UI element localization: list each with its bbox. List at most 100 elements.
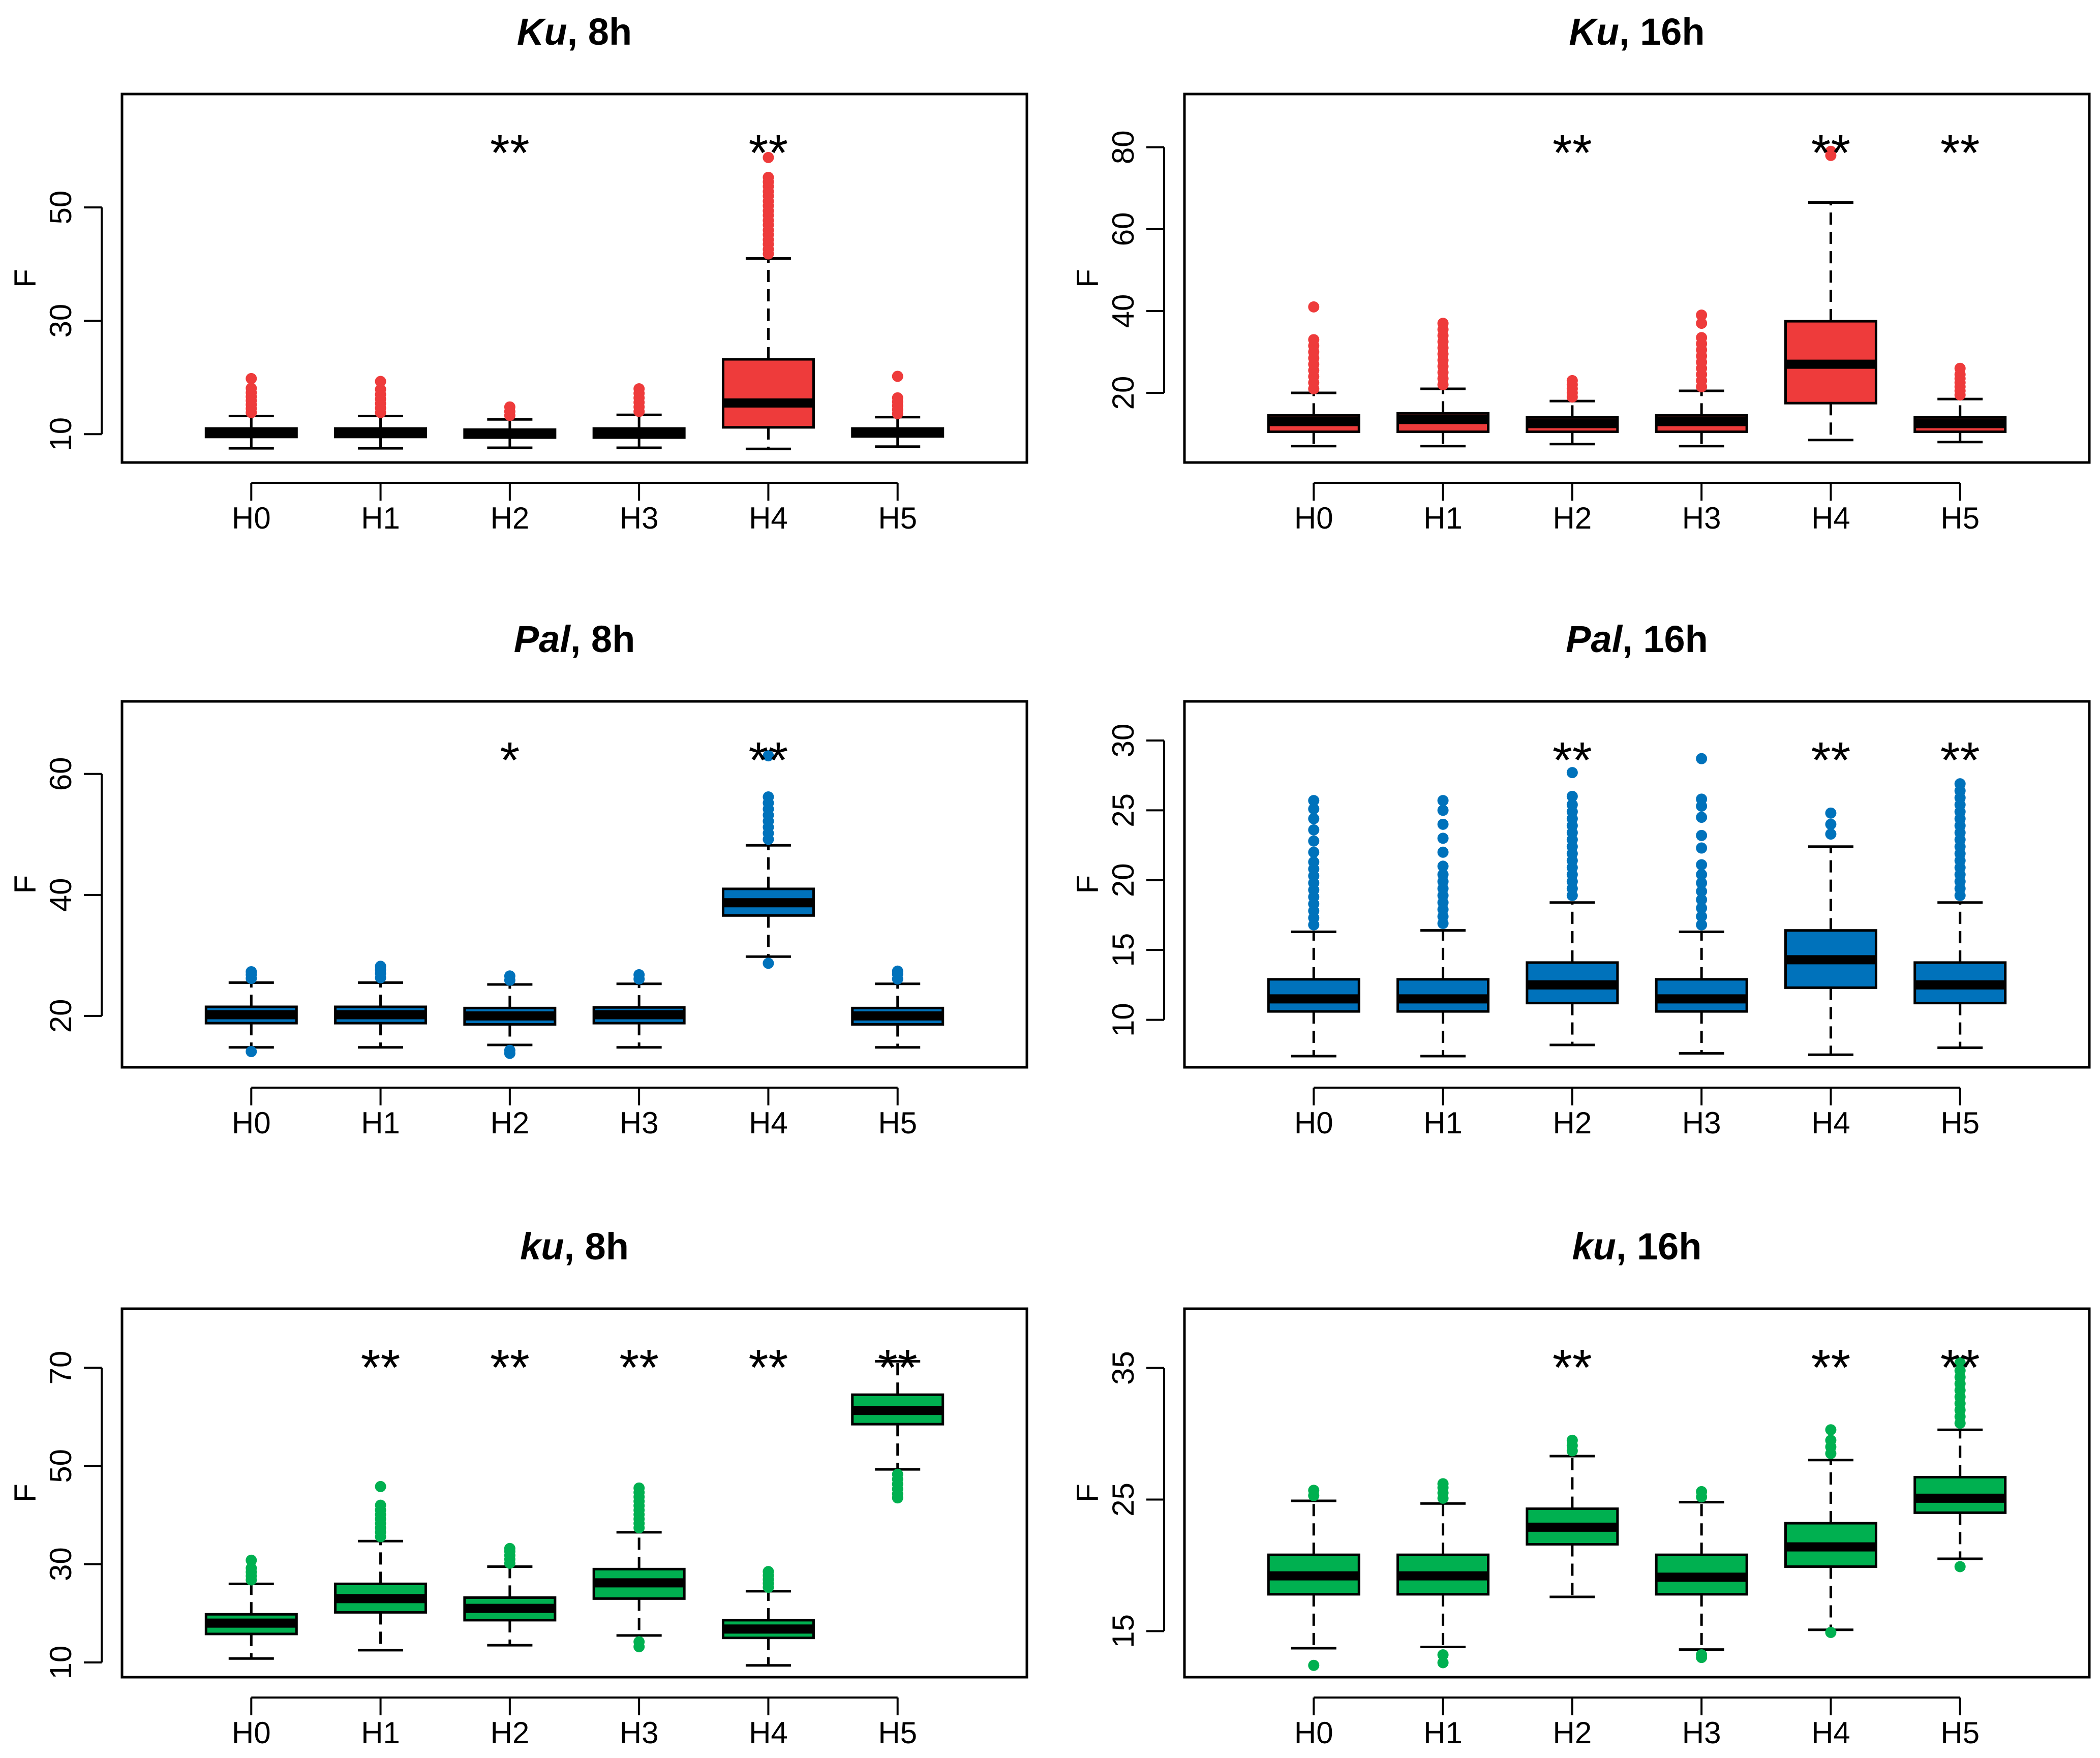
panel-2: Ku, 16h F 20 40 60 80 H0 H1 H2 H3 H4 H5 ** ** ** <box>1071 11 2091 535</box>
significance-mark: ** <box>878 1339 918 1396</box>
significance-mark: ** <box>749 125 788 181</box>
x-tick-label: H3 <box>1682 501 1721 535</box>
outlier-point <box>1308 301 1320 313</box>
box-H0 <box>204 373 298 450</box>
box-H4: ** <box>721 732 815 969</box>
x-tick-label: H5 <box>1940 1716 1980 1750</box>
outlier-point <box>1308 846 1320 858</box>
y-tick-label: 30 <box>44 1547 78 1581</box>
title-time: , 16h <box>1616 1225 1702 1268</box>
outlier-point <box>763 171 774 183</box>
box-H1: ** <box>334 1339 428 1652</box>
outlier-point <box>1308 835 1320 847</box>
outlier-point <box>1308 1659 1320 1671</box>
outlier-point <box>1696 919 1708 931</box>
outlier-point <box>1696 885 1708 897</box>
title-gene: ku <box>520 1225 564 1268</box>
box-H1 <box>1396 1478 1490 1669</box>
outlier-point <box>1954 362 1966 374</box>
outlier-point <box>892 1492 903 1504</box>
y-tick-label: 15 <box>1106 1614 1140 1648</box>
box-H1 <box>1396 318 1490 448</box>
outlier-point <box>1437 1657 1449 1669</box>
x-tick-label: H1 <box>1423 501 1463 535</box>
plot-frame <box>120 1307 1028 1679</box>
outlier-point <box>246 373 257 384</box>
box-H3 <box>1655 753 1748 1055</box>
box-H1 <box>334 961 428 1049</box>
x-tick-label: H2 <box>1553 501 1592 535</box>
x-tick-label: H4 <box>749 1106 788 1140</box>
y-tick-label: 30 <box>44 304 78 338</box>
outlier-point <box>1308 856 1320 868</box>
outlier-point <box>1696 869 1708 880</box>
outlier-point <box>1437 805 1449 816</box>
panel-4: Pal, 16h F 10 15 20 25 30 H0 H1 H2 H3 H4 H5 ** ** ** <box>1071 618 2091 1140</box>
x-tick-label: H3 <box>620 1106 659 1140</box>
outlier-point <box>504 401 515 413</box>
outlier-point <box>1696 911 1708 922</box>
x-tick-label: H2 <box>491 1716 530 1750</box>
outlier-point <box>763 1566 774 1578</box>
y-axis-label: F <box>8 269 42 288</box>
box-H4: ** <box>1784 1339 1877 1638</box>
title-time: , 16h <box>1622 618 1708 660</box>
significance-mark: ** <box>1811 125 1851 181</box>
panel-5: ku, 8h F 10 30 50 70 H0 H1 H2 H3 H4 H5 ** ** ** ** ** <box>8 1225 1028 1750</box>
x-tick-label: H0 <box>1294 501 1333 535</box>
outlier-point <box>1954 778 1966 790</box>
x-tick-label: H0 <box>1294 1106 1333 1140</box>
y-tick-label: 10 <box>44 417 78 451</box>
significance-mark: ** <box>1940 125 1980 181</box>
plot-frame <box>120 700 1028 1069</box>
y-tick-label: 60 <box>44 757 78 791</box>
box-H0 <box>1267 301 1360 448</box>
y-tick-label: 40 <box>1106 294 1140 328</box>
outlier-point <box>504 970 515 982</box>
outlier-point <box>1566 375 1578 386</box>
outlier-point <box>1566 799 1578 811</box>
outlier-point <box>1696 902 1708 914</box>
outlier-point <box>504 1047 515 1059</box>
outlier-point <box>633 1482 645 1494</box>
box-H4: ** <box>1784 732 1877 1056</box>
y-tick-label: 50 <box>44 191 78 225</box>
y-tick-label: 40 <box>44 878 78 912</box>
x-tick-label: H4 <box>1811 501 1850 535</box>
x-tick-label: H4 <box>1811 1716 1850 1750</box>
outlier-point <box>1308 824 1320 836</box>
box-H3: ** <box>592 1339 686 1653</box>
title-time: , 16h <box>1619 11 1705 53</box>
outlier-point <box>1825 1434 1837 1446</box>
outlier-point <box>1696 1652 1708 1663</box>
x-tick-label: H4 <box>749 1716 788 1750</box>
box-H4: ** <box>721 1339 815 1667</box>
x-tick-label: H5 <box>878 501 917 535</box>
outlier-point <box>1825 145 1837 157</box>
box-H4: ** <box>721 125 815 450</box>
box-H5: ** <box>851 1339 945 1504</box>
outlier-point <box>246 1554 257 1566</box>
x-tick-label: H2 <box>1553 1716 1592 1750</box>
outlier-point <box>892 392 903 404</box>
box-H2: ** <box>463 1339 557 1647</box>
y-tick-label: 60 <box>1106 212 1140 246</box>
outlier-point <box>1566 790 1578 802</box>
outlier-point <box>375 376 386 387</box>
title-gene: Pal <box>514 618 571 660</box>
title-time: , 8h <box>570 618 635 660</box>
x-tick-label: H0 <box>232 1716 271 1750</box>
significance-mark: ** <box>749 1339 788 1396</box>
box-H5 <box>851 371 945 448</box>
outlier-point <box>246 1562 257 1574</box>
outlier-point <box>1308 334 1320 346</box>
outlier-point <box>1437 795 1449 807</box>
outlier-point <box>633 1641 645 1653</box>
outlier-point <box>892 965 903 977</box>
outlier-point <box>1696 877 1708 889</box>
plot-frame <box>1183 92 2091 464</box>
outlier-point <box>1437 818 1449 830</box>
significance-mark: ** <box>619 1339 659 1396</box>
outlier-point <box>1437 869 1449 880</box>
